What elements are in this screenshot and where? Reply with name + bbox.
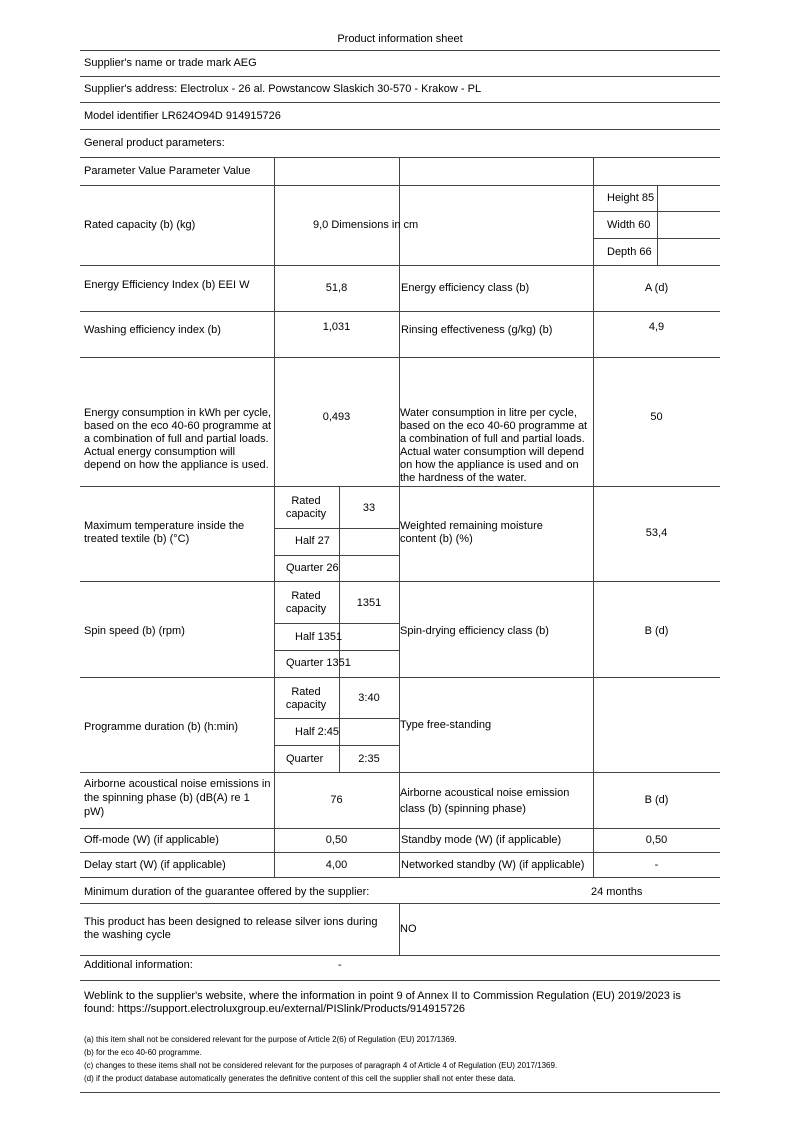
dimension-depth: Depth 66 (607, 246, 652, 258)
eei-label: Energy Efficiency Index (b) EEI W (84, 279, 250, 291)
noise-label: Airborne acoustical noise emissions in t… (84, 778, 271, 818)
temp-half: Half 27 (295, 535, 330, 547)
energy-consumption-value: 0,493 (322, 411, 351, 423)
noise-value: 76 (330, 794, 343, 806)
energy-class-value: A (d) (644, 282, 669, 294)
temp-quarter: Quarter 26 (286, 562, 339, 574)
energy-consumption-label: Energy consumption in kWh per cycle, bas… (84, 407, 272, 471)
footnote-b: (b) for the eco 40-60 programme. (84, 1048, 202, 1057)
noise-class-value: B (d) (644, 794, 669, 806)
table-header: Parameter Value Parameter Value (84, 165, 251, 177)
footnote-d: (d) if the product database automaticall… (84, 1074, 516, 1083)
prog-half: Half 2:45 (295, 726, 340, 738)
moisture-label: Weighted remaining moisture content (b) … (400, 520, 543, 545)
general-parameters-heading: General product parameters: (84, 137, 225, 149)
page-title: Product information sheet (337, 33, 463, 45)
silver-ions-label: This product has been designed to releas… (84, 916, 378, 941)
dimension-height: Height 85 (607, 192, 655, 204)
supplier-address: Supplier's address: Electrolux - 26 al. … (84, 83, 482, 95)
spin-half: Half 1351 (295, 631, 343, 643)
spin-rated-label: Rated capacity (285, 590, 327, 615)
prog-rated-label: Rated capacity (285, 686, 327, 711)
spin-class-label: Spin-drying efficiency class (b) (400, 625, 549, 637)
guarantee-label: Minimum duration of the guarantee offere… (84, 886, 370, 898)
noise-class-label: Airborne acoustical noise emission class… (400, 787, 570, 815)
rinsing-value: 4,9 (648, 321, 665, 333)
off-mode-label: Off-mode (W) (if applicable) (84, 834, 219, 846)
temperature-label: Maximum temperature inside the treated t… (84, 520, 245, 545)
rinsing-label: Rinsing effectiveness (g/kg) (b) (401, 324, 553, 336)
moisture-value: 53,4 (645, 527, 668, 539)
energy-class-label: Energy efficiency class (b) (401, 282, 530, 294)
footnote-c: (c) changes to these items shall not be … (84, 1061, 558, 1070)
delay-start-value: 4,00 (325, 859, 348, 871)
water-consumption-value: 50 (650, 411, 663, 423)
rated-capacity-value: 9,0 Dimensions in cm (313, 219, 419, 231)
footnote-a: (a) this item shall not be considered re… (84, 1035, 457, 1044)
weblink[interactable]: Weblink to the supplier's website, where… (84, 990, 681, 1015)
type-label: Type free-standing (400, 719, 492, 731)
silver-ions-value: NO (400, 923, 417, 935)
washing-index-value: 1,031 (322, 321, 351, 333)
prog-quarter-value: 2:35 (358, 753, 380, 765)
spin-class-value: B (d) (644, 625, 669, 637)
networked-standby-value: - (654, 859, 659, 871)
model-identifier: Model identifier LR624O94D 914915726 (84, 110, 281, 122)
temp-rated-label: Rated capacity (285, 495, 327, 520)
standby-label: Standby mode (W) (if applicable) (401, 834, 562, 846)
prog-quarter: Quarter (286, 753, 324, 765)
spin-quarter: Quarter 1351 (286, 657, 351, 669)
additional-info-value: - (338, 959, 342, 971)
spin-speed-label: Spin speed (b) (rpm) (84, 625, 185, 637)
networked-standby-label: Networked standby (W) (if applicable) (401, 859, 585, 871)
supplier-name: Supplier's name or trade mark AEG (84, 57, 257, 69)
eei-value: 51,8 (325, 282, 348, 294)
dimension-width: Width 60 (607, 219, 651, 231)
delay-start-label: Delay start (W) (if applicable) (84, 859, 226, 871)
programme-duration-label: Programme duration (b) (h:min) (84, 721, 239, 733)
standby-value: 0,50 (645, 834, 668, 846)
rated-capacity-label: Rated capacity (b) (kg) (84, 219, 196, 231)
temp-rated-value: 33 (362, 502, 376, 514)
washing-index-label: Washing efficiency index (b) (84, 324, 221, 336)
additional-info-label: Additional information: (84, 959, 193, 971)
guarantee-value: 24 months (591, 886, 643, 898)
water-consumption-label: Water consumption in litre per cycle, ba… (400, 407, 588, 484)
off-mode-value: 0,50 (325, 834, 348, 846)
spin-rated-value: 1351 (356, 597, 382, 609)
prog-rated-value: 3:40 (358, 692, 380, 704)
